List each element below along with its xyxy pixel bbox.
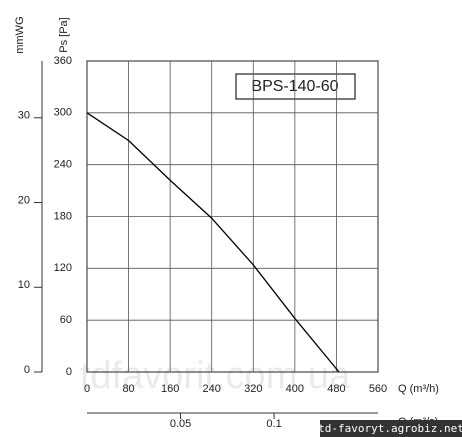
badge-bg xyxy=(320,420,462,437)
x-axis-label: Q (m³/h) xyxy=(398,383,439,395)
y-tick-label: 0 xyxy=(66,366,72,378)
x-tick-label: 400 xyxy=(286,383,304,395)
x2-tick-label: 0.05 xyxy=(170,418,191,430)
y-tick-label: 360 xyxy=(54,55,72,67)
y2-axis-label: mmWG xyxy=(14,16,26,53)
y-tick-label: 180 xyxy=(54,210,72,222)
y-tick-label: 60 xyxy=(60,314,72,326)
x-tick-label: 80 xyxy=(122,383,134,395)
x-tick-label: 160 xyxy=(161,383,179,395)
y-tick-label: 300 xyxy=(54,107,72,119)
x-tick-label: 560 xyxy=(369,383,387,395)
y-axis-label: Ps [Pa] xyxy=(58,17,70,52)
y-tick-label: 240 xyxy=(54,159,72,171)
y2-tick-label: 20 xyxy=(18,194,30,206)
x-tick-label: 480 xyxy=(327,383,345,395)
x-tick-label: 320 xyxy=(244,383,262,395)
legend-box xyxy=(235,73,356,100)
y2-tick-label: 10 xyxy=(18,279,30,291)
y2-tick-label: 0 xyxy=(24,364,30,376)
badge: td-favoryt.agrobiz.net xyxy=(318,422,462,435)
y-tick-label: 120 xyxy=(54,262,72,274)
x-tick-label: 240 xyxy=(203,383,221,395)
x2-tick-label: 0.1 xyxy=(266,418,281,430)
x-tick-label: 0 xyxy=(84,383,90,395)
watermark: tdfavorit.com.ua xyxy=(80,355,351,397)
curve xyxy=(86,112,340,373)
y2-tick-label: 30 xyxy=(18,110,30,122)
